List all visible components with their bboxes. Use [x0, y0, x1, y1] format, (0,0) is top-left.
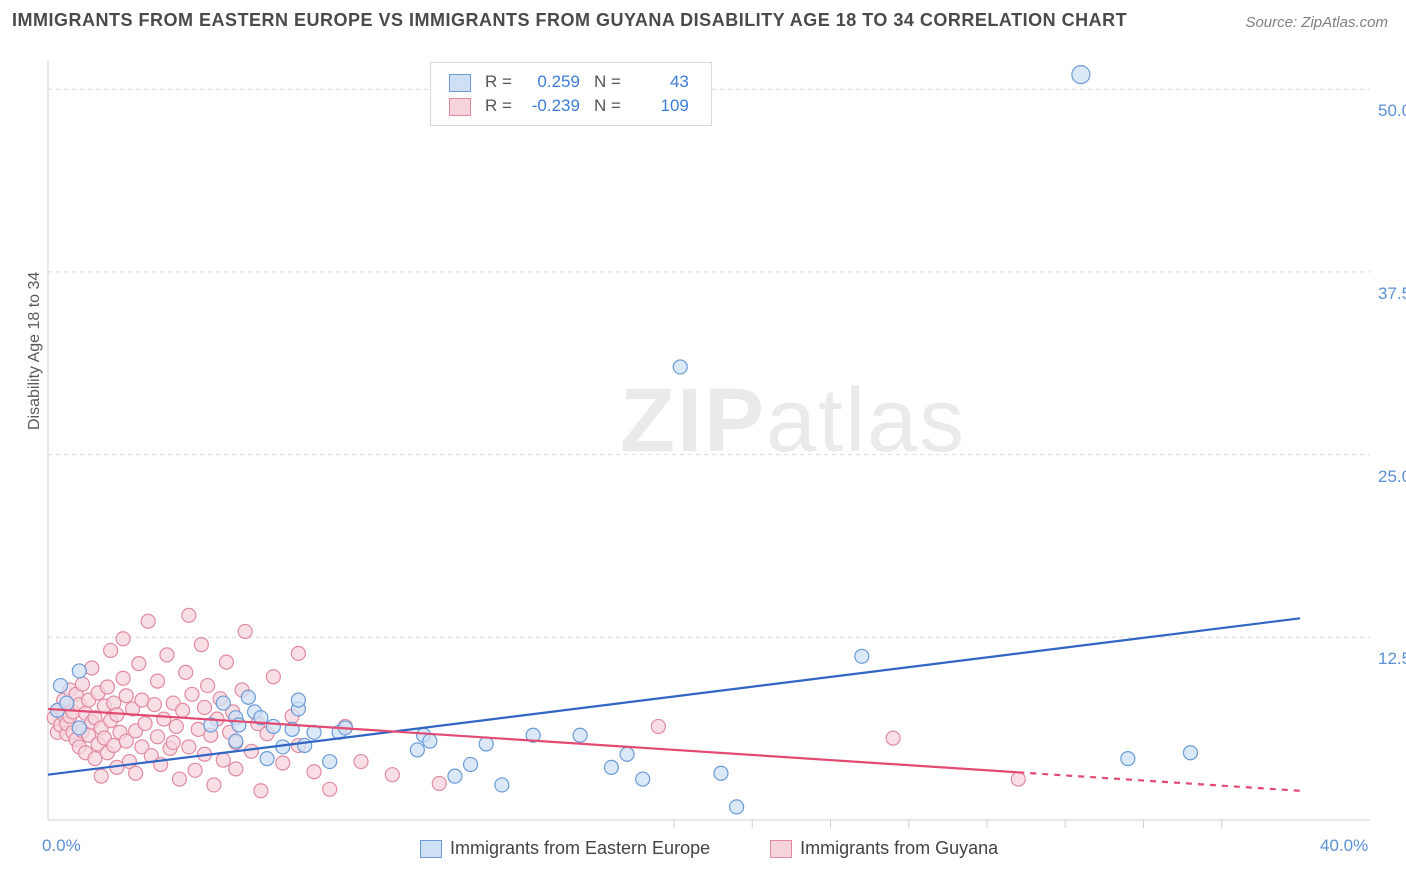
legend-item: Immigrants from Guyana: [770, 838, 998, 858]
y-tick-label: 37.5%: [1378, 284, 1406, 304]
legend-r-value: -0.239: [526, 96, 580, 116]
correlation-chart: IMMIGRANTS FROM EASTERN EUROPE VS IMMIGR…: [0, 0, 1406, 892]
legend-n-label: N =: [588, 71, 627, 93]
legend-item-label: Immigrants from Eastern Europe: [450, 838, 710, 858]
legend-n-label: N =: [588, 95, 627, 117]
legend-swatch: [770, 840, 792, 858]
y-tick-label: 12.5%: [1378, 649, 1406, 669]
series-legend: Immigrants from Eastern Europe Immigrants…: [420, 838, 1058, 859]
legend-n-value: 43: [635, 72, 689, 92]
stats-legend: R = 0.259 N = 43 R = -0.239 N = 109: [430, 62, 712, 126]
legend-swatch: [420, 840, 442, 858]
legend-n-value: 109: [635, 96, 689, 116]
plot-svg: [0, 0, 1406, 892]
legend-swatch: [449, 98, 471, 116]
y-tick-label: 50.0%: [1378, 101, 1406, 121]
x-tick-max: 40.0%: [1320, 836, 1368, 856]
legend-item: Immigrants from Eastern Europe: [420, 838, 710, 858]
y-tick-label: 25.0%: [1378, 467, 1406, 487]
legend-r-label: R =: [479, 71, 518, 93]
x-tick-min: 0.0%: [42, 836, 81, 856]
legend-r-label: R =: [479, 95, 518, 117]
legend-r-value: 0.259: [526, 72, 580, 92]
legend-swatch: [449, 74, 471, 92]
legend-item-label: Immigrants from Guyana: [800, 838, 998, 858]
